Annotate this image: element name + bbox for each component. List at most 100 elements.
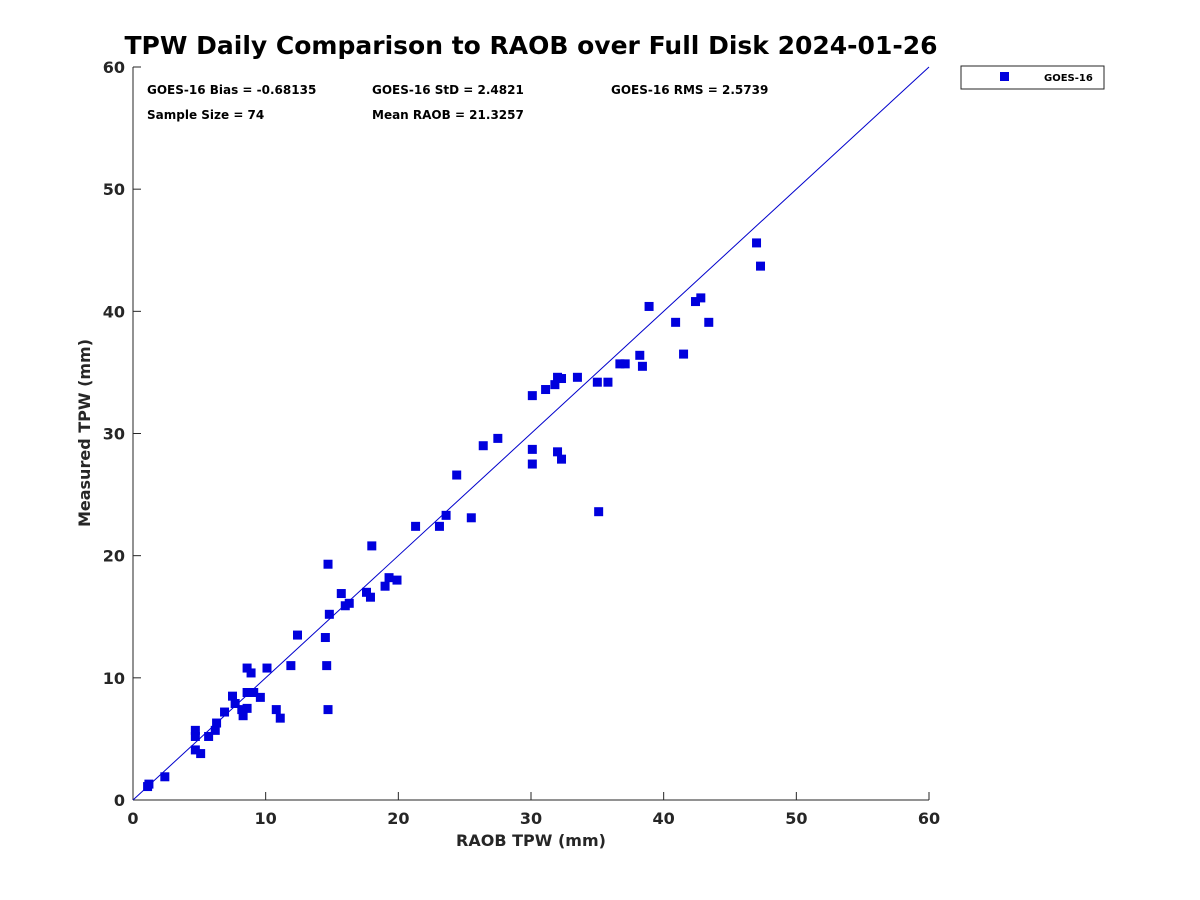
y-tick-label: 50: [103, 180, 125, 199]
data-point: [615, 359, 625, 369]
data-point: [557, 454, 567, 464]
data-point: [344, 598, 354, 608]
data-point: [550, 380, 560, 390]
data-point: [237, 705, 247, 715]
data-point: [242, 687, 252, 697]
statistics-annotations: GOES-16 Bias = -0.68135 GOES-16 StD = 2.…: [147, 83, 768, 122]
x-tick-label: 30: [520, 809, 542, 828]
y-tick-label: 10: [103, 669, 125, 688]
data-point: [210, 725, 220, 735]
plot-area: 0 10 20 30 40 50 60 0 10 20 30 40 50 60: [103, 58, 940, 828]
x-axis-label: RAOB TPW (mm): [456, 831, 606, 850]
y-tick-label: 30: [103, 425, 125, 444]
data-point: [592, 377, 602, 387]
data-point: [466, 513, 476, 523]
data-point: [603, 377, 613, 387]
stat-sample-size: Sample Size = 74: [147, 108, 264, 122]
stat-std: GOES-16 StD = 2.4821: [372, 83, 524, 97]
data-points: [143, 238, 766, 792]
data-point: [493, 433, 503, 443]
data-point: [635, 350, 645, 360]
data-point: [392, 575, 402, 585]
y-tick-label: 40: [103, 302, 125, 321]
data-point: [527, 459, 537, 469]
data-point: [452, 470, 462, 480]
data-point: [644, 301, 654, 311]
data-point: [384, 573, 394, 583]
data-point: [246, 668, 256, 678]
data-point: [230, 698, 240, 708]
data-point: [323, 705, 333, 715]
data-point: [190, 745, 200, 755]
x-tick-label: 40: [653, 809, 675, 828]
data-point: [679, 349, 689, 359]
chart-title: TPW Daily Comparison to RAOB over Full D…: [124, 31, 937, 60]
stat-rms: GOES-16 RMS = 2.5739: [611, 83, 768, 97]
one-to-one-line: [132, 66, 930, 801]
data-point: [255, 692, 265, 702]
data-point: [756, 261, 766, 271]
data-point: [204, 731, 214, 741]
stat-bias: GOES-16 Bias = -0.68135: [147, 83, 316, 97]
data-point: [411, 521, 421, 531]
data-point: [365, 592, 375, 602]
data-point: [220, 707, 230, 717]
data-point: [196, 749, 206, 759]
data-point: [320, 633, 330, 643]
data-point: [434, 521, 444, 531]
data-point: [380, 581, 390, 591]
data-point: [242, 703, 252, 713]
data-point: [752, 238, 762, 248]
data-point: [527, 391, 537, 401]
data-point: [594, 507, 604, 517]
data-point: [190, 731, 200, 741]
data-point: [212, 718, 222, 728]
legend-label-goes-16: GOES-16: [1044, 73, 1093, 84]
data-point: [696, 293, 706, 303]
data-point: [553, 447, 563, 457]
data-point: [441, 510, 451, 520]
data-point: [557, 374, 567, 384]
y-tick-label: 20: [103, 547, 125, 566]
x-tick-label: 60: [918, 809, 940, 828]
data-point: [323, 559, 333, 569]
data-point: [228, 691, 237, 701]
data-point: [286, 661, 296, 671]
legend: GOES-16: [960, 65, 1105, 90]
data-point: [242, 663, 252, 673]
data-point: [671, 317, 681, 327]
x-tick-label: 20: [387, 809, 409, 828]
data-point: [271, 705, 281, 715]
data-point: [367, 541, 377, 551]
data-point: [322, 661, 332, 671]
axis-ticks: 0 10 20 30 40 50 60 0 10 20 30 40 50 60: [103, 58, 940, 828]
data-point: [249, 687, 259, 697]
data-point: [262, 663, 272, 673]
data-point: [620, 359, 630, 369]
data-point: [361, 587, 371, 597]
y-axis-label: Measured TPW (mm): [75, 339, 94, 527]
stat-mean-raob: Mean RAOB = 21.3257: [372, 108, 524, 122]
data-point: [160, 772, 170, 782]
x-tick-label: 0: [127, 809, 138, 828]
data-point: [238, 711, 248, 721]
data-point: [190, 725, 200, 735]
x-tick-label: 50: [785, 809, 807, 828]
data-point: [527, 444, 537, 454]
y-tick-label: 0: [114, 791, 125, 810]
data-point: [541, 385, 551, 395]
data-point: [704, 317, 714, 327]
data-point: [478, 441, 488, 451]
data-point: [293, 630, 303, 640]
data-point: [336, 589, 346, 599]
data-point: [572, 372, 582, 382]
legend-box: [960, 65, 1105, 90]
data-point: [324, 609, 334, 619]
data-point: [275, 713, 285, 723]
data-point: [144, 779, 154, 789]
legend-marker-goes-16: [1000, 72, 1009, 81]
x-tick-label: 10: [255, 809, 277, 828]
y-tick-label: 60: [103, 58, 125, 77]
data-point: [637, 361, 647, 371]
